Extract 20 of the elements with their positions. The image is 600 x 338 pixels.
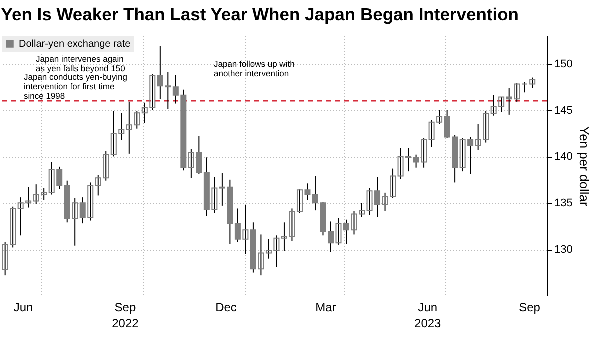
x-tick-label: Jun 2023 — [414, 300, 442, 330]
candlestick — [522, 82, 528, 94]
x-tick-label: Mar — [316, 300, 336, 314]
y2-axis-title: Yen per dollar — [576, 126, 592, 208]
y2-tick-label: 140 — [554, 151, 573, 164]
y2-tick-label: 130 — [554, 244, 573, 256]
x-tick-label: Jun — [14, 300, 34, 314]
x-tick-label: Dec — [216, 300, 237, 314]
y2-tick-label: 150 — [554, 58, 573, 70]
y2-tick-label: 135 — [554, 198, 573, 210]
y2-tick-label: 145 — [554, 104, 573, 117]
annotation: Japan intervenes again as yen falls beyond 150 — [36, 54, 126, 74]
chart-title: Yen Is Weaker Than Last Year When Japan Began Intervention — [1, 4, 519, 24]
annotation: Japan follows up with another intervention — [214, 59, 296, 78]
candlestick — [344, 219, 350, 244]
legend-label: Dollar-yen exchange rate — [19, 39, 132, 50]
x-tick-label: Sep — [519, 300, 541, 314]
annotation: Japan conducts yen-buying intervention for first time since 1998 — [24, 72, 128, 101]
x-tick-label: Sep 2022 — [112, 300, 140, 330]
candlestick — [530, 77, 536, 88]
